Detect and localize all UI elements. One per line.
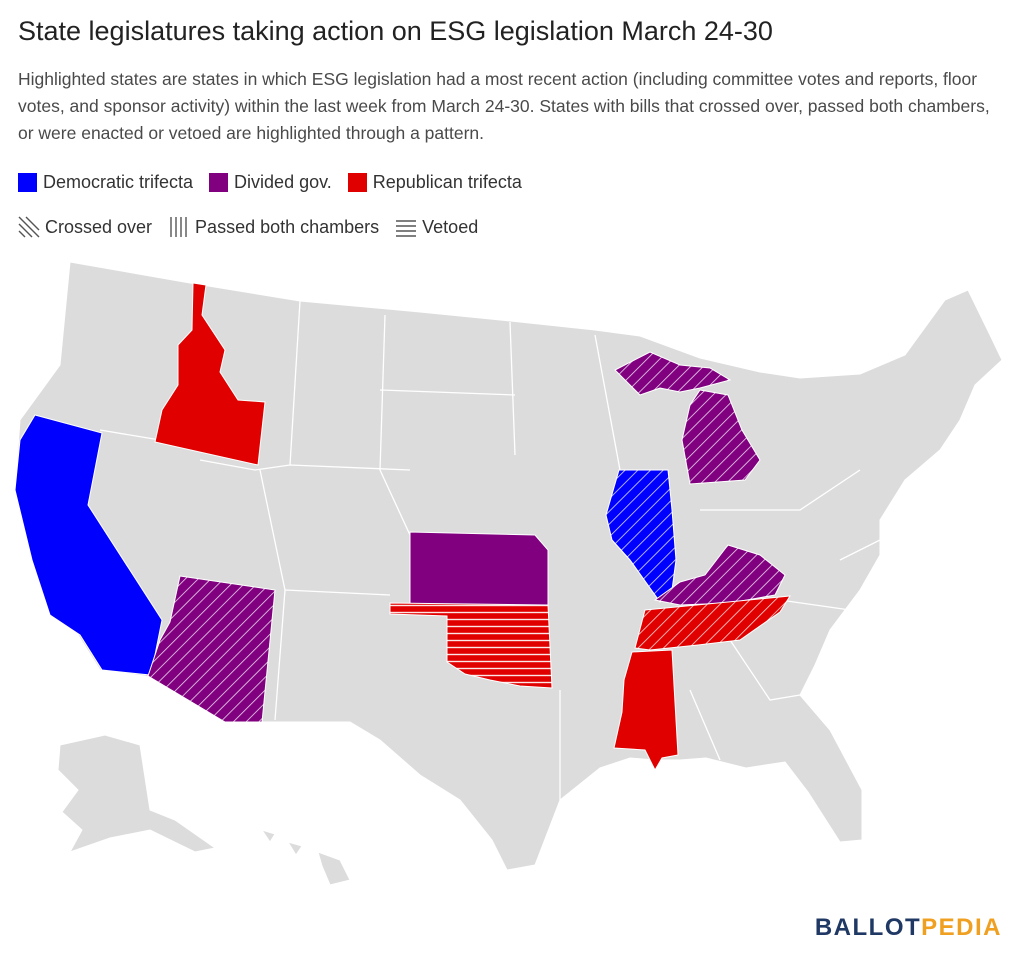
state-tennessee-hatch bbox=[635, 596, 790, 650]
legend-label: Republican trifecta bbox=[372, 172, 522, 192]
legend-label: Divided gov. bbox=[234, 172, 332, 192]
color-legend: Democratic trifecta Divided gov. Republi… bbox=[18, 172, 538, 193]
legend-swatch-red bbox=[347, 173, 367, 192]
state-california bbox=[14, 414, 163, 676]
legend-divided-gov: Divided gov. bbox=[209, 172, 332, 193]
legend-label: Crossed over bbox=[45, 216, 153, 237]
logo-part-ballot: BALLOT bbox=[814, 914, 922, 941]
state-oklahoma-hatch bbox=[390, 603, 552, 688]
state-arizona-hatch bbox=[148, 576, 275, 722]
legend-swatch-blue bbox=[18, 173, 37, 192]
diagonal-hatch-icon bbox=[18, 216, 40, 238]
chart-subtitle: Highlighted states are states in which E… bbox=[18, 69, 990, 143]
legend-vetoed: Vetoed bbox=[395, 216, 478, 238]
us-map bbox=[14, 261, 1003, 886]
legend-swatch-purple bbox=[209, 173, 229, 192]
ballotpedia-logo: BALLOTPEDIA bbox=[815, 914, 1002, 942]
legend-label: Democratic trifecta bbox=[43, 172, 194, 192]
hawaii bbox=[260, 829, 351, 886]
legend-label: Passed both chambers bbox=[195, 216, 380, 237]
legend-crossed-over: Crossed over bbox=[18, 216, 152, 238]
state-idaho bbox=[154, 282, 266, 466]
logo-part-pedia: PEDIA bbox=[921, 914, 1002, 941]
state-kentucky-hatch bbox=[655, 545, 785, 605]
state-borders bbox=[99, 300, 881, 800]
state-kansas bbox=[409, 531, 549, 606]
state-michigan-hatch bbox=[615, 352, 760, 484]
state-illinois-hatch bbox=[606, 470, 676, 602]
legend-passed-both-chambers: Passed both chambers bbox=[168, 216, 379, 238]
state-mississippi bbox=[613, 649, 679, 772]
chart-title: State legislatures taking action on ESG … bbox=[18, 16, 773, 46]
legend-label: Vetoed bbox=[422, 216, 479, 237]
alaska bbox=[57, 734, 217, 853]
vertical-hatch-icon bbox=[170, 217, 187, 237]
horizontal-hatch-icon bbox=[396, 220, 417, 237]
legend-democratic-trifecta: Democratic trifecta bbox=[18, 172, 193, 193]
pattern-legend: Crossed over Passed both chambers Vetoed bbox=[18, 216, 494, 238]
legend-republican-trifecta: Republican trifecta bbox=[347, 172, 522, 193]
